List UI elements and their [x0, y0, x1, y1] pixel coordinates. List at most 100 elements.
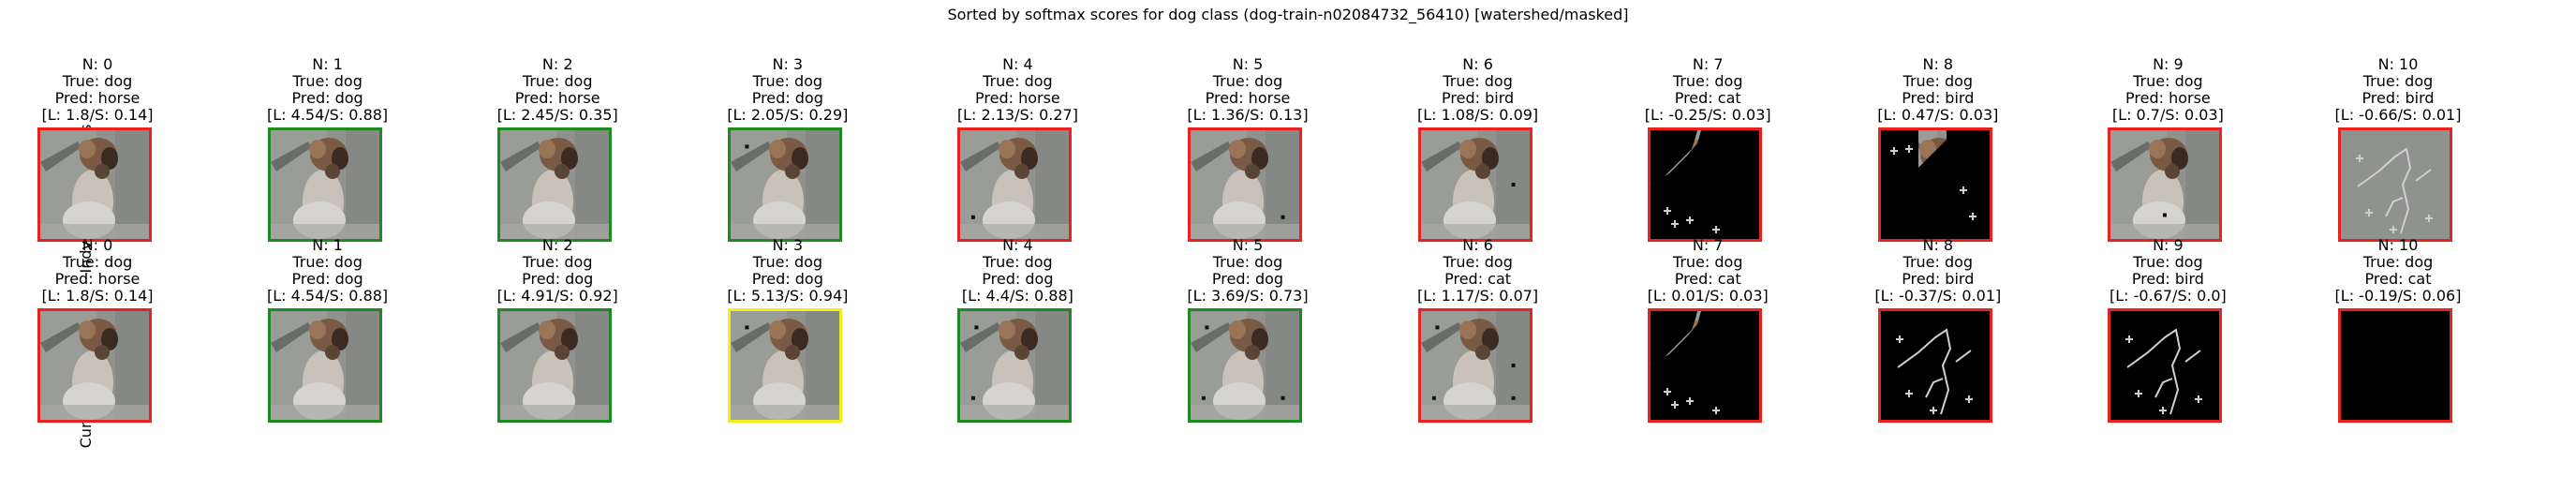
segment-tile: N: 2 True: dog Pred: horse [L: 2.45/S: 0.35…	[473, 56, 642, 242]
segment-tile: N: 5 True: dog Pred: horse [L: 1.36/S: 0.13…	[1163, 56, 1332, 242]
predicted-label: Pred: horse	[1205, 89, 1291, 107]
segment-tile: N: 1 True: dog Pred: dog [L: 4.54/S: 0.88]	[244, 56, 412, 242]
tile-caption: N: 7 True: dog Pred: cat [L: -0.25/S: 0.03]	[1623, 56, 1792, 124]
tile-caption: N: 9 True: dog Pred: horse [L: 0.7/S: 0.03]	[2083, 56, 2252, 124]
logit-softmax-score: [L: 0.47/S: 0.03]	[1877, 106, 1999, 124]
tile-image-frame	[497, 127, 613, 242]
true-label: True: dog	[292, 72, 363, 90]
segment-index: N: 10	[2377, 55, 2419, 73]
segment-tile: N: 5 True: dog Pred: dog [L: 3.69/S: 0.73]	[1163, 237, 1332, 423]
logit-softmax-score: [L: -0.66/S: 0.01]	[2334, 106, 2462, 124]
tile-caption: N: 3 True: dog Pred: dog [L: 2.05/S: 0.29]	[703, 56, 872, 124]
segment-image	[730, 130, 839, 239]
predicted-label: Pred: horse	[54, 89, 141, 107]
segment-index: N: 8	[1922, 236, 1954, 254]
segment-index: N: 0	[81, 55, 113, 73]
tile-image-frame	[727, 308, 842, 423]
logit-softmax-score: [L: 1.08/S: 0.09]	[1417, 106, 1539, 124]
tile-caption: N: 10 True: dog Pred: cat [L: -0.19/S: 0.06…	[2314, 237, 2482, 305]
segment-tile: N: 10 True: dog Pred: cat [L: -0.19/S: 0.06…	[2314, 237, 2482, 423]
true-label: True: dog	[1672, 253, 1743, 271]
true-label: True: dog	[2133, 253, 2203, 271]
logit-softmax-score: [L: -0.19/S: 0.06]	[2334, 287, 2462, 305]
tile-image-frame	[267, 127, 382, 242]
segment-tile: N: 6 True: dog Pred: cat [L: 1.17/S: 0.07]	[1394, 236, 1562, 423]
segment-image	[1420, 311, 1530, 420]
tile-caption: N: 1 True: dog Pred: dog [L: 4.54/S: 0.88]	[244, 237, 412, 305]
logit-softmax-score: [L: 4.54/S: 0.88]	[267, 287, 389, 305]
predicted-label: Pred: cat	[1674, 89, 1741, 107]
tile-caption: N: 4 True: dog Pred: dog [L: 4.4/S: 0.88]	[933, 237, 1102, 305]
tile-image-frame	[1648, 127, 1763, 242]
predicted-label: Pred: horse	[975, 89, 1060, 107]
segment-image	[960, 130, 1070, 239]
segment-image	[40, 311, 149, 420]
true-label: True: dog	[62, 253, 133, 271]
segment-image	[1651, 130, 1760, 239]
logit-softmax-score: [L: 2.45/S: 0.35]	[496, 106, 618, 124]
tile-caption: N: 7 True: dog Pred: cat [L: 0.01/S: 0.03]	[1623, 237, 1792, 305]
logit-softmax-score: [L: -0.67/S: 0.0]	[2110, 287, 2227, 305]
tile-caption: N: 8 True: dog Pred: bird [L: -0.37/S: 0.01…	[1854, 237, 2022, 305]
tile-image-frame	[37, 308, 152, 423]
segment-image	[2341, 130, 2450, 239]
predicted-label: Pred: dog	[751, 89, 823, 107]
segment-index: N: 10	[2377, 236, 2419, 254]
tile-caption: N: 0 True: dog Pred: horse [L: 1.8/S: 0.14]	[13, 237, 182, 305]
segment-index: N: 5	[1232, 55, 1264, 73]
segment-index: N: 4	[1002, 236, 1033, 254]
segment-index: N: 6	[1462, 236, 1493, 254]
tile-caption: N: 6 True: dog Pred: bird [L: 1.08/S: 0.09]	[1394, 56, 1562, 124]
predicted-label: Pred: horse	[54, 270, 141, 288]
segment-tile: N: 3 True: dog Pred: dog [L: 2.05/S: 0.29]	[703, 56, 872, 242]
segment-tile: N: 4 True: dog Pred: horse [L: 2.13/S: 0.27…	[933, 56, 1102, 242]
true-label: True: dog	[2362, 72, 2434, 90]
tile-image-frame	[2338, 127, 2452, 242]
true-label: True: dog	[983, 253, 1053, 271]
predicted-label: Pred: cat	[2364, 270, 2432, 288]
tile-caption: N: 5 True: dog Pred: dog [L: 3.69/S: 0.73]	[1163, 237, 1332, 305]
tile-image-frame	[2338, 308, 2452, 423]
segment-index: N: 8	[1922, 55, 1954, 73]
segment-tile: N: 0 True: dog Pred: horse [L: 1.8/S: 0.14]	[13, 237, 182, 423]
tile-caption: N: 4 True: dog Pred: horse [L: 2.13/S: 0.27…	[933, 56, 1102, 124]
tile-image-frame	[1877, 127, 1992, 242]
true-label: True: dog	[2133, 72, 2203, 90]
predicted-label: Pred: bird	[2361, 89, 2435, 107]
segment-image	[1651, 311, 1760, 420]
tile-image-frame	[957, 308, 1073, 423]
predicted-label: Pred: dog	[291, 270, 363, 288]
segment-image	[730, 311, 839, 420]
tile-caption: N: 1 True: dog Pred: dog [L: 4.54/S: 0.88]	[244, 56, 412, 124]
predicted-label: Pred: cat	[1674, 270, 1741, 288]
true-label: True: dog	[752, 72, 823, 90]
true-label: True: dog	[62, 72, 133, 90]
predicted-label: Pred: bird	[2131, 270, 2204, 288]
segment-image	[2341, 311, 2450, 420]
predicted-label: Pred: dog	[1211, 270, 1284, 288]
tile-image-frame	[1877, 308, 1992, 423]
segment-image	[960, 311, 1070, 420]
segment-tile: N: 8 True: dog Pred: bird [L: -0.37/S: 0.01…	[1854, 237, 2022, 423]
segment-index: N: 2	[541, 236, 573, 254]
tile-image-frame	[1648, 308, 1763, 423]
segment-index: N: 1	[312, 236, 343, 254]
tile-image-frame	[1417, 127, 1532, 242]
true-label: True: dog	[1212, 72, 1283, 90]
tile-caption: N: 5 True: dog Pred: horse [L: 1.36/S: 0.13…	[1163, 56, 1332, 124]
logit-softmax-score: [L: -0.37/S: 0.01]	[1874, 287, 2002, 305]
segment-index: N: 3	[772, 236, 804, 254]
tile-caption: N: 2 True: dog Pred: dog [L: 4.91/S: 0.92]	[473, 237, 642, 305]
segment-image	[1191, 130, 1299, 239]
tile-image-frame	[1188, 127, 1302, 242]
segment-image	[1880, 130, 1990, 239]
tile-caption: N: 9 True: dog Pred: bird [L: -0.67/S: 0.0]	[2083, 237, 2252, 305]
segment-index: N: 7	[1692, 236, 1724, 254]
segment-tile: N: 0 True: dog Pred: horse [L: 1.8/S: 0.14]	[13, 55, 182, 242]
segment-index: N: 9	[2153, 236, 2184, 254]
segment-tile: N: 1 True: dog Pred: dog [L: 4.54/S: 0.88]	[244, 237, 412, 423]
logit-softmax-score: [L: 1.36/S: 0.13]	[1187, 106, 1309, 124]
segment-index: N: 9	[2153, 55, 2184, 73]
segment-index: N: 3	[772, 55, 804, 73]
predicted-label: Pred: bird	[1902, 89, 1975, 107]
